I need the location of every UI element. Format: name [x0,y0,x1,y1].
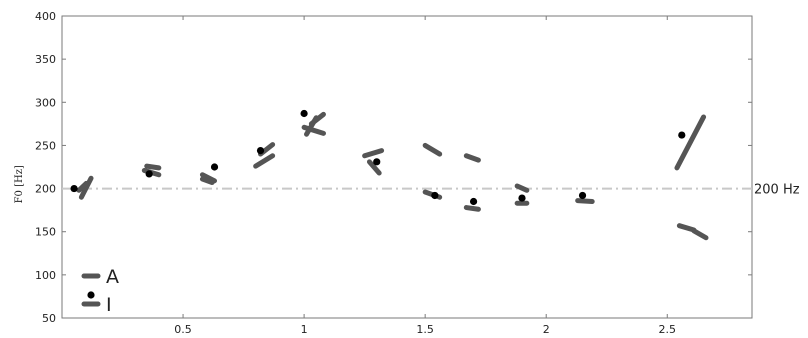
reference-line-layer: 200 Hz [62,183,800,198]
series-a-segment [76,180,89,193]
x-tick-label: 2 [543,323,550,336]
series-i-point [431,191,439,200]
series-a-segment [308,111,326,127]
series-i-point [256,147,265,155]
legend-marker-i-dot [87,291,95,299]
series-i-point [469,197,478,206]
plot-frame [61,15,753,319]
series-i-point [678,131,686,139]
y-tick-label: 300 [35,96,56,109]
x-axis: 0.5 1 1.5 2 2.5 [174,16,676,336]
x-tick-label: 1.5 [416,323,434,336]
reference-line-label: 200 Hz [754,183,800,198]
series-a-segment [514,183,530,193]
series-i-point [518,194,526,202]
series-a-segment [674,114,707,171]
series-a-segment [422,142,443,157]
legend-label-i: I [106,294,112,316]
series-i-layer [70,109,686,206]
y-tick-label: 200 [35,183,56,196]
y-axis-label: F0 [Hz] [14,165,25,203]
y-tick-label: 400 [35,10,56,23]
series-a-segment [301,124,326,136]
series-a-segment [463,205,481,212]
series-a-segment [199,176,215,186]
series-a-segment [366,159,382,176]
legend-label-a: A [106,266,119,288]
series-i-point [210,163,219,171]
series-i-point [578,191,587,200]
series-a-segment [144,163,162,171]
series-a-segment [78,175,94,200]
legend: AI [81,266,119,316]
series-i-point [70,184,78,193]
y-tick-label: 100 [35,269,56,282]
series-a-segment [575,198,595,205]
y-tick-label: 250 [35,139,56,152]
y-tick-label: 150 [35,226,56,239]
plot-border [61,15,753,319]
series-a-segment [676,223,697,233]
series-i-point [145,170,153,178]
series-i-point [300,109,308,118]
series-a-segment [253,153,276,169]
series-a-segment [691,228,709,241]
series-a-segment [362,148,385,159]
x-tick-label: 0.5 [174,323,192,336]
series-a-segment [199,172,218,184]
series-a-layer [76,111,709,241]
x-tick-label: 1 [301,323,308,336]
y-tick-label: 50 [42,312,56,325]
y-axis: 50 100 150 200 250 300 350 400 [35,10,752,325]
series-a-segment [463,153,481,163]
x-tick-label: 2.5 [659,323,677,336]
series-i-point [373,158,381,166]
y-tick-label: 350 [35,53,56,66]
